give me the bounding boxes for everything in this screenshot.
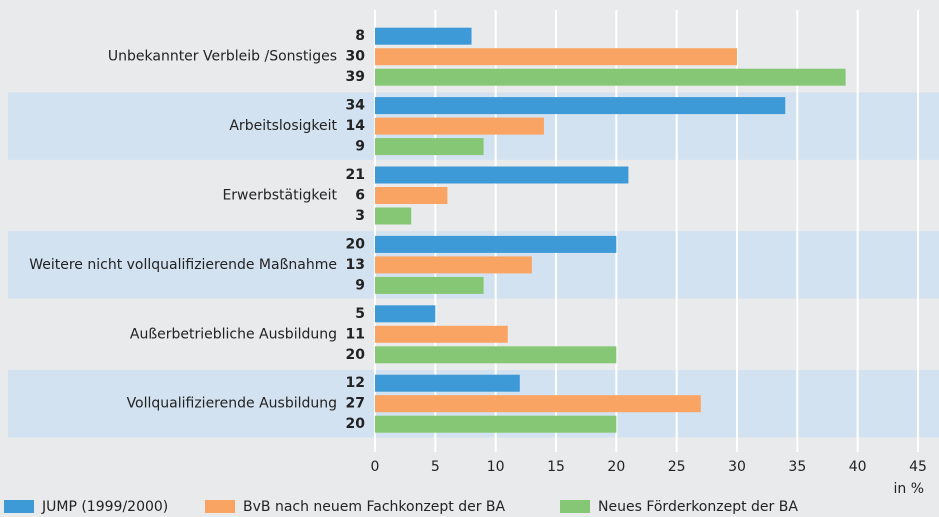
value-label: 27 [346,396,365,412]
bar [375,27,472,45]
x-tick-label: 15 [547,459,565,475]
legend-label: Neues Förderkonzept der BA [598,499,798,515]
value-label: 20 [346,347,366,363]
value-label: 5 [355,306,365,322]
bar [375,256,532,274]
x-tick-label: 40 [849,459,867,475]
x-tick-label: 35 [788,459,806,475]
bar [375,187,448,204]
value-label: 13 [346,257,365,273]
bar [375,235,617,253]
bar [375,138,484,156]
x-tick-label: 5 [431,459,440,475]
category-label: Erwerbstätigkeit [222,188,337,204]
bar [375,48,737,66]
legend-label: BvB nach neuem Fachkonzept der BA [243,499,506,515]
category-label: Weitere nicht vollqualifizierende Maßnah… [29,257,337,273]
value-label: 6 [355,188,365,204]
x-tick-label: 20 [607,459,625,475]
x-axis-label: in % [893,481,924,497]
bar [375,374,520,392]
bar [375,305,436,323]
value-label: 11 [346,326,365,342]
value-label: 39 [346,69,365,85]
legend-label: JUMP (1999/2000) [41,499,168,515]
bar [375,117,544,135]
legend-swatch [560,500,590,513]
bar [375,97,786,115]
category-label: Unbekannter Verbleib /Sonstiges [108,49,337,65]
x-tick-label: 45 [909,459,927,475]
value-label: 21 [346,167,365,183]
value-label: 8 [355,28,365,44]
bar [375,325,508,343]
value-label: 20 [346,236,366,252]
legend-swatch [4,500,34,513]
value-label: 20 [346,416,366,432]
x-tick-label: 0 [371,459,380,475]
value-label: 30 [346,49,366,65]
value-label: 14 [346,118,366,134]
bar [375,276,484,294]
bar [375,166,629,184]
value-label: 9 [355,277,365,293]
category-label: Arbeitslosigkeit [229,118,337,134]
bar [375,68,846,86]
x-tick-label: 30 [728,459,746,475]
category-label: Vollqualifizierende Ausbildung [127,396,337,412]
legend-swatch [205,500,235,513]
value-label: 9 [355,139,365,155]
x-tick-label: 10 [487,459,505,475]
value-label: 3 [355,208,365,224]
bar [375,415,617,433]
value-label: 34 [346,98,366,114]
x-tick-label: 25 [668,459,686,475]
bar [375,207,412,225]
category-label: Außerbetriebliche Ausbildung [130,326,337,342]
bar [375,346,617,364]
bar [375,395,701,413]
value-label: 12 [346,375,365,391]
